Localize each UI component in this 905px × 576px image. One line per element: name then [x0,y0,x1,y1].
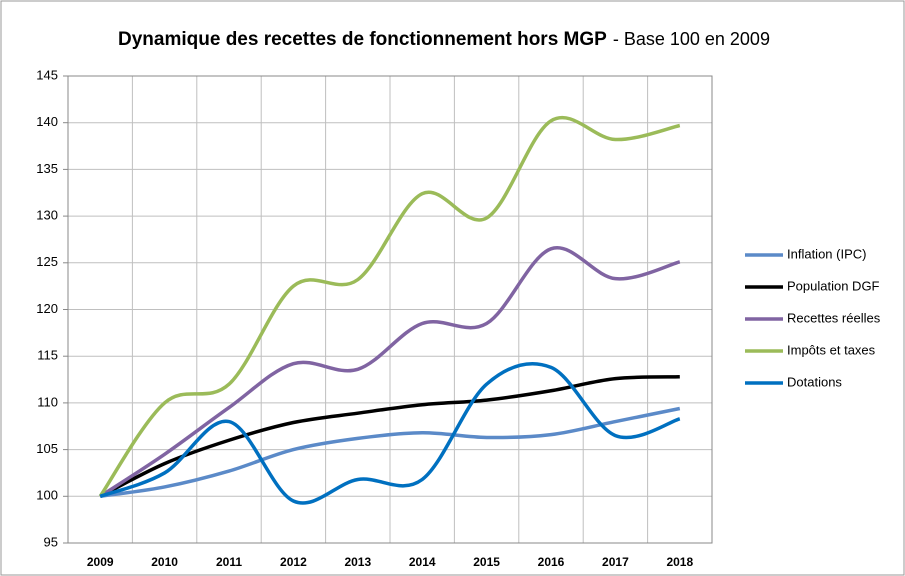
series-line [99,362,681,505]
y-tick-label: 105 [36,441,58,456]
chart-subtitle: - Base 100 en 2009 [613,29,770,49]
legend-label: Recettes réelles [787,310,881,325]
y-tick-label: 115 [37,348,58,363]
y-tick-label: 110 [37,394,58,409]
x-tick-label: 2009 [87,555,114,569]
legend-label: Inflation (IPC) [787,246,866,261]
y-tick-label: 125 [36,254,58,269]
x-tick-label: 2012 [280,555,307,569]
x-tick-label: 2018 [666,555,693,569]
y-tick-label: 135 [36,161,58,176]
plot-border [67,75,713,544]
series-line [99,374,680,498]
legend-label: Dotations [787,374,842,389]
x-tick-label: 2010 [151,555,178,569]
x-tick-label: 2017 [602,555,629,569]
series-line [98,115,681,498]
x-tick-label: 2014 [409,555,436,569]
x-tick-label: 2016 [538,555,565,569]
legend-label: Population DGF [787,278,880,293]
chart-title: Dynamique des recettes de fonctionnement… [118,29,607,50]
y-tick-label: 120 [36,301,58,316]
y-tick-label: 130 [36,208,58,223]
x-tick-label: 2013 [344,555,371,569]
series-line [99,406,681,499]
x-tick-label: 2011 [216,555,242,569]
y-tick-label: 95 [44,534,58,549]
series-line [99,246,681,498]
y-tick-label: 140 [36,114,58,129]
legend-label: Impôts et taxes [787,342,876,357]
y-tick-label: 145 [36,67,58,82]
x-tick-label: 2015 [473,555,500,569]
y-tick-label: 100 [36,488,58,503]
